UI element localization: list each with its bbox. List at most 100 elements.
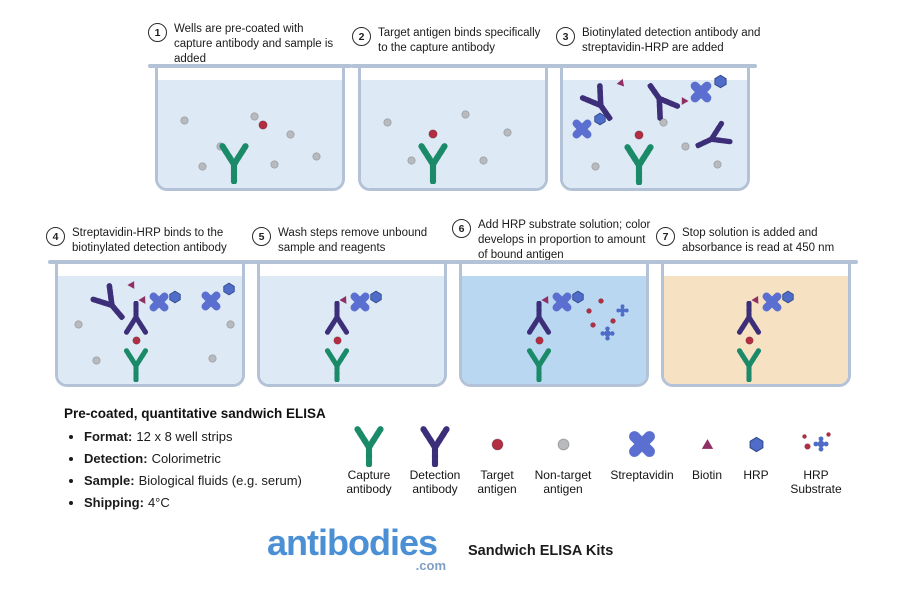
legend-detection-antibody: Detection antibody bbox=[402, 420, 468, 496]
capture-antibody-icon bbox=[415, 138, 451, 184]
legend-biotin: Biotin bbox=[684, 420, 730, 496]
step-2-header: 2 Target antigen binds specifically to t… bbox=[352, 26, 552, 56]
well-step-2 bbox=[351, 64, 555, 191]
capture-antibody-icon bbox=[120, 344, 152, 382]
step-3-number: 3 bbox=[556, 27, 575, 46]
legend-hrp-substrate: HRP Substrate bbox=[782, 420, 850, 496]
streptavidin-icon bbox=[627, 429, 657, 459]
detection-antibody-icon bbox=[690, 116, 739, 160]
legend-capture-antibody: Capture antibody bbox=[336, 420, 402, 496]
hrp-icon bbox=[748, 436, 765, 453]
non-target-antigen-icon bbox=[198, 162, 207, 171]
well-step-7 bbox=[654, 260, 858, 387]
non-target-antigen-icon bbox=[312, 152, 321, 161]
step-4-caption: Streptavidin-HRP binds to the biotinylat… bbox=[72, 227, 227, 255]
streptavidin-icon bbox=[689, 80, 713, 104]
non-target-antigen-icon bbox=[713, 160, 722, 169]
hrp-icon bbox=[369, 290, 383, 304]
hrp-substrate-dot-icon bbox=[826, 432, 831, 437]
hrp-icon bbox=[781, 290, 795, 304]
non-target-antigen-icon bbox=[479, 156, 488, 165]
legend-target-antigen: Target antigen bbox=[468, 420, 526, 496]
capture-antibody-icon bbox=[321, 344, 353, 382]
step-1-caption: Wells are pre-coated with capture antibo… bbox=[174, 23, 334, 66]
biotin-icon bbox=[127, 278, 139, 289]
hrp-icon bbox=[222, 282, 236, 296]
logo-domain-suffix: .com bbox=[415, 557, 446, 573]
step-5-header: 5 Wash steps remove unbound sample and r… bbox=[252, 226, 452, 256]
info-bullet-shipping: Shipping:4°C bbox=[84, 495, 356, 510]
non-target-antigen-icon bbox=[226, 320, 235, 329]
capture-antibody-icon bbox=[216, 138, 252, 184]
logo-wordmark: antibodies bbox=[266, 522, 438, 563]
hrp-substrate-dot-icon bbox=[590, 322, 596, 328]
well-step-3 bbox=[553, 64, 757, 191]
step-6-number: 6 bbox=[452, 219, 471, 238]
legend-non-target-antigen: Non-target antigen bbox=[526, 420, 600, 496]
non-target-antigen-icon bbox=[681, 142, 690, 151]
step-2-caption: Target antigen binds specifically to the… bbox=[378, 27, 541, 55]
hrp-substrate-dot-icon bbox=[610, 318, 616, 324]
streptavidin-icon bbox=[551, 291, 573, 313]
well-2-liquid bbox=[361, 80, 545, 188]
info-bullet-format: Format:12 x 8 well strips bbox=[84, 429, 356, 444]
step-5-caption: Wash steps remove unbound sample and rea… bbox=[278, 227, 428, 255]
well-step-4 bbox=[48, 260, 252, 387]
capture-antibody-icon bbox=[523, 344, 555, 382]
step-2-number: 2 bbox=[352, 27, 371, 46]
streptavidin-icon bbox=[148, 291, 170, 313]
well-step-1 bbox=[148, 64, 352, 191]
non-target-antigen-icon bbox=[503, 128, 512, 137]
detection-antibody-icon bbox=[418, 421, 452, 467]
hrp-substrate-dot-icon bbox=[802, 434, 807, 439]
sandwich-complex bbox=[509, 298, 589, 382]
step-7-number: 7 bbox=[656, 227, 675, 246]
non-target-antigen-icon bbox=[208, 354, 217, 363]
step-4-header: 4 Streptavidin-HRP binds to the biotinyl… bbox=[46, 226, 256, 256]
biotin-icon bbox=[616, 77, 627, 88]
well-step-5 bbox=[250, 260, 454, 387]
streptavidin-icon bbox=[200, 290, 222, 312]
well-4-liquid bbox=[58, 276, 242, 384]
hrp-substrate-dot-icon bbox=[598, 298, 604, 304]
product-info-title: Pre-coated, quantitative sandwich ELISA bbox=[64, 406, 326, 421]
non-target-antigen-icon bbox=[591, 162, 600, 171]
step-7-caption: Stop solution is added and absorbance is… bbox=[682, 227, 835, 255]
hrp-icon bbox=[571, 290, 585, 304]
sandwich-complex bbox=[106, 298, 186, 382]
capture-antibody-icon bbox=[733, 344, 765, 382]
legend-streptavidin: Streptavidin bbox=[600, 420, 684, 496]
step-5-number: 5 bbox=[252, 227, 271, 246]
non-target-antigen-icon bbox=[92, 356, 101, 365]
non-target-antigen-icon bbox=[286, 130, 295, 139]
non-target-antigen-icon bbox=[659, 118, 668, 127]
info-bullet-sample: Sample:Biological fluids (e.g. serum) bbox=[84, 473, 356, 488]
hrp-substrate-icon bbox=[616, 304, 629, 317]
product-info: Pre-coated, quantitative sandwich ELISA … bbox=[64, 406, 356, 510]
antibodies-logo: antibodies .com bbox=[248, 524, 456, 573]
step-6-header: 6 Add HRP substrate solution; color deve… bbox=[452, 218, 657, 264]
streptavidin-icon bbox=[349, 291, 371, 313]
hrp-substrate-icon bbox=[800, 432, 832, 456]
sandwich-complex bbox=[307, 298, 387, 382]
well-step-6 bbox=[452, 260, 656, 387]
biotin-icon bbox=[701, 438, 714, 450]
step-3-caption: Biotinylated detection antibody and stre… bbox=[582, 27, 761, 55]
streptavidin-icon bbox=[571, 118, 593, 140]
target-antigen-icon bbox=[258, 120, 268, 130]
hrp-icon bbox=[713, 74, 728, 89]
hrp-icon bbox=[168, 290, 182, 304]
non-target-antigen-icon bbox=[180, 116, 189, 125]
step-6-caption: Add HRP substrate solution; color develo… bbox=[478, 219, 651, 262]
hrp-substrate-dot-icon bbox=[804, 443, 811, 450]
non-target-antigen-icon bbox=[383, 118, 392, 127]
info-bullet-detection: Detection:Colorimetric bbox=[84, 451, 356, 466]
step-1-number: 1 bbox=[148, 23, 167, 42]
hrp-substrate-icon bbox=[600, 326, 615, 341]
step-4-number: 4 bbox=[46, 227, 65, 246]
sandwich-complex bbox=[719, 298, 799, 382]
capture-antibody-icon bbox=[621, 139, 657, 185]
well-1-liquid bbox=[158, 80, 342, 188]
target-antigen-icon bbox=[491, 438, 504, 451]
